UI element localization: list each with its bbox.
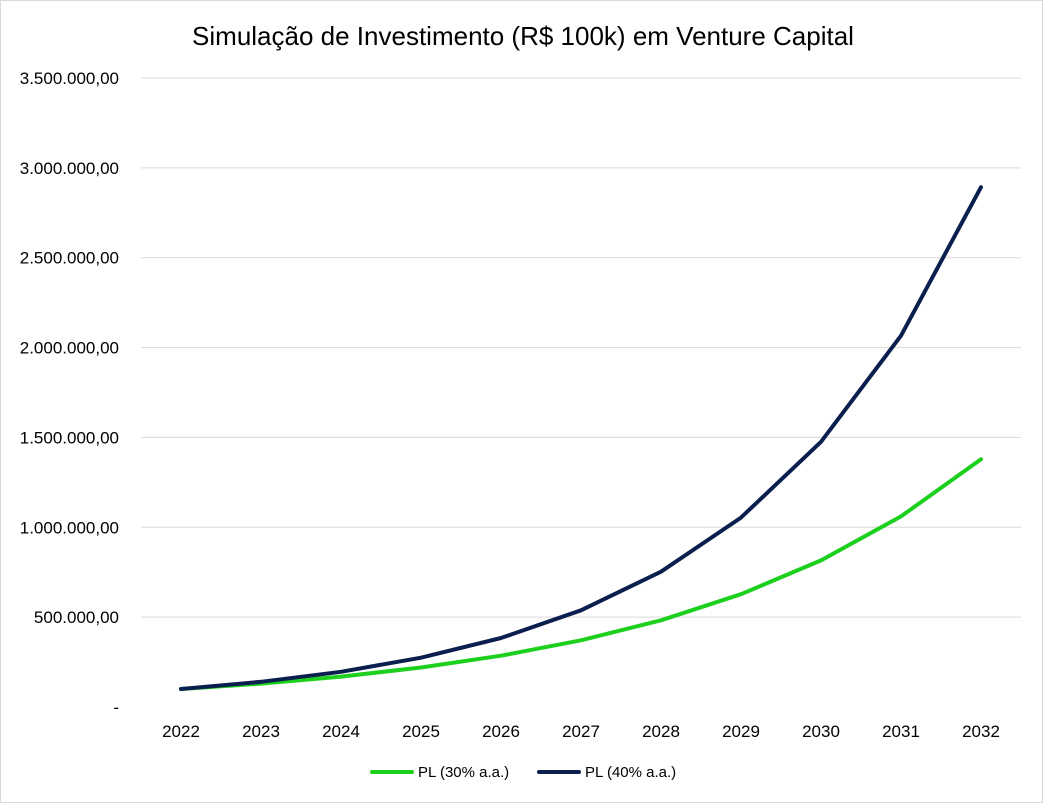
- y-tick-label: 2.500.000,00: [20, 249, 119, 268]
- series-line-pl-30: [179, 457, 983, 691]
- x-tick-label: 2030: [802, 722, 840, 741]
- series-lines: [179, 185, 983, 691]
- chart-title: Simulação de Investimento (R$ 100k) em V…: [192, 21, 854, 51]
- x-tick-label: 2025: [402, 722, 440, 741]
- y-tick-label: -: [113, 698, 119, 717]
- legend-label: PL (40% a.a.): [585, 764, 676, 781]
- series-line-pl-40: [179, 185, 983, 691]
- x-tick-label: 2029: [722, 722, 760, 741]
- y-tick-label: 3.000.000,00: [20, 159, 119, 178]
- legend-label: PL (30% a.a.): [418, 764, 509, 781]
- y-tick-label: 1.000.000,00: [20, 518, 119, 537]
- x-axis-tick-labels: 2022 2023 2024 2025 2026 2027 2028 2029 2030 2031…: [162, 722, 1000, 741]
- x-tick-label: 2028: [642, 722, 680, 741]
- x-tick-label: 2022: [162, 722, 200, 741]
- gridlines: [141, 77, 1021, 618]
- x-tick-label: 2026: [482, 722, 520, 741]
- legend: PL (30% a.a.) PL (40% a.a.): [370, 764, 676, 781]
- y-tick-label: 2.000.000,00: [20, 339, 119, 358]
- x-tick-label: 2024: [322, 722, 360, 741]
- y-axis-tick-labels: - 500.000,00 1.000.000,00 1.500.000,00 2.000…: [20, 69, 119, 717]
- x-tick-label: 2031: [882, 722, 920, 741]
- y-tick-label: 1.500.000,00: [20, 428, 119, 447]
- x-tick-label: 2023: [242, 722, 280, 741]
- x-tick-label: 2032: [962, 722, 1000, 741]
- y-tick-label: 500.000,00: [34, 608, 119, 627]
- x-tick-label: 2027: [562, 722, 600, 741]
- y-tick-label: 3.500.000,00: [20, 69, 119, 88]
